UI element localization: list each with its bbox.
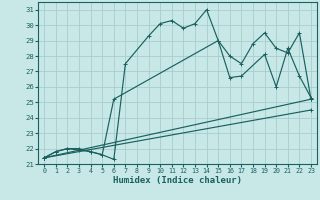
X-axis label: Humidex (Indice chaleur): Humidex (Indice chaleur) — [113, 176, 242, 185]
